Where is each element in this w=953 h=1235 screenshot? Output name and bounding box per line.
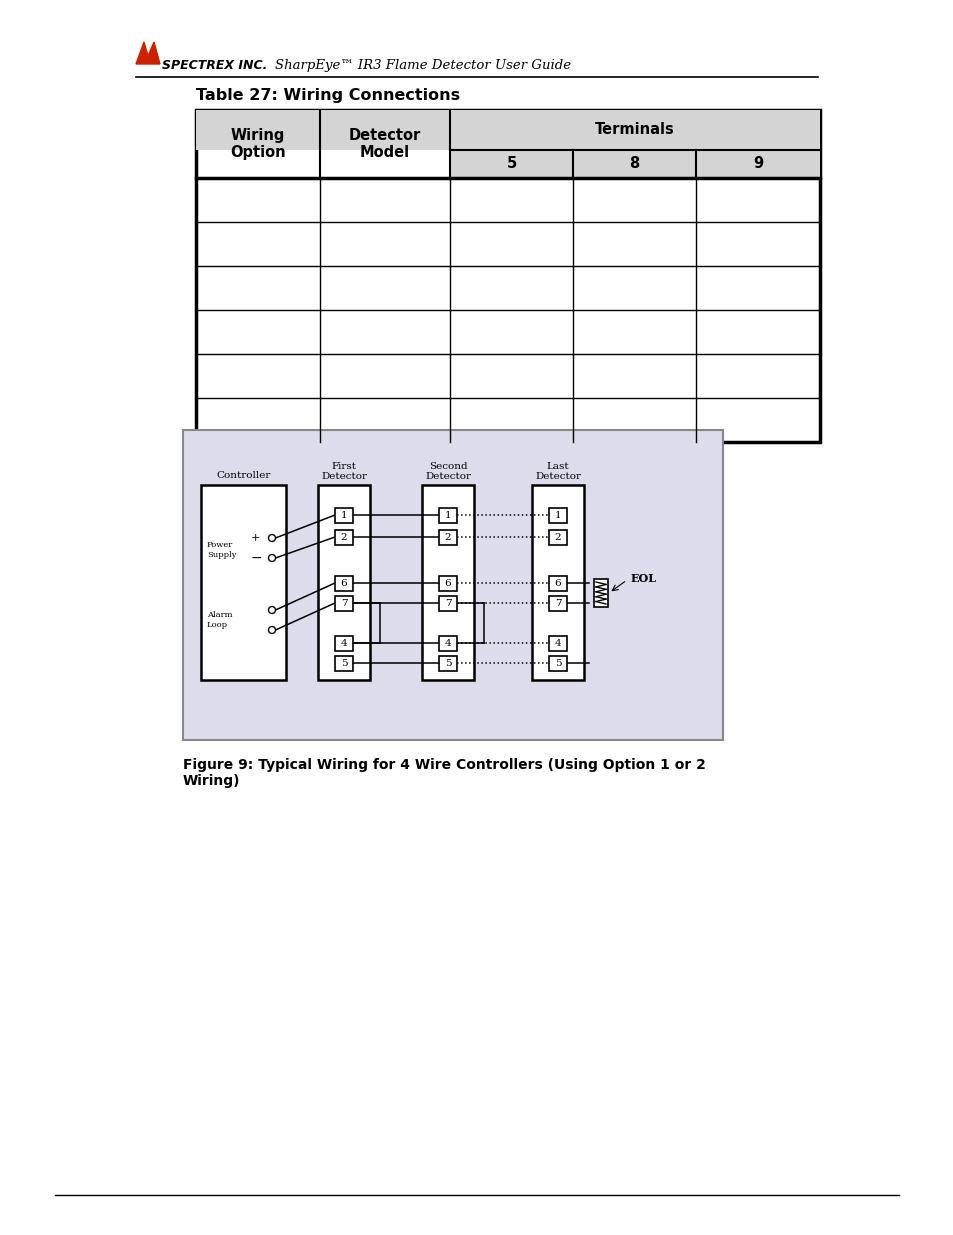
- Bar: [335, 576, 353, 590]
- Text: 7: 7: [444, 599, 451, 608]
- Bar: [438, 636, 456, 651]
- Bar: [335, 656, 353, 671]
- Text: 9: 9: [752, 157, 762, 172]
- Text: 2: 2: [444, 532, 451, 541]
- Bar: [335, 508, 353, 522]
- Text: 6: 6: [554, 578, 560, 588]
- Text: SharpEye™ IR3 Flame Detector User Guide: SharpEye™ IR3 Flame Detector User Guide: [274, 59, 571, 72]
- Text: First: First: [331, 462, 356, 471]
- Bar: [201, 485, 286, 680]
- Text: 5: 5: [554, 658, 560, 667]
- Bar: [317, 485, 370, 680]
- Text: 5: 5: [506, 157, 517, 172]
- Text: Detector: Detector: [320, 472, 367, 480]
- Bar: [548, 530, 566, 545]
- Bar: [548, 656, 566, 671]
- Polygon shape: [136, 42, 160, 64]
- Text: Terminals: Terminals: [595, 122, 674, 137]
- Text: 7: 7: [554, 599, 560, 608]
- Bar: [335, 530, 353, 545]
- Bar: [548, 508, 566, 522]
- Text: Figure 9: Typical Wiring for 4 Wire Controllers (Using Option 1 or 2
Wiring): Figure 9: Typical Wiring for 4 Wire Cont…: [183, 758, 705, 788]
- Bar: [548, 595, 566, 610]
- Text: Controller: Controller: [216, 471, 271, 480]
- Bar: [548, 636, 566, 651]
- Bar: [195, 110, 820, 149]
- Circle shape: [268, 606, 275, 614]
- Bar: [438, 576, 456, 590]
- Bar: [594, 579, 607, 606]
- Text: 6: 6: [444, 578, 451, 588]
- Bar: [335, 595, 353, 610]
- Bar: [438, 530, 456, 545]
- Text: Last: Last: [546, 462, 569, 471]
- Text: 4: 4: [340, 638, 347, 647]
- Bar: [438, 595, 456, 610]
- Text: Alarm
Loop: Alarm Loop: [207, 611, 233, 629]
- Text: 2: 2: [340, 532, 347, 541]
- Text: 8: 8: [629, 157, 639, 172]
- Text: SPECTREX INC.: SPECTREX INC.: [162, 59, 267, 72]
- Text: Detector: Detector: [424, 472, 471, 480]
- Text: 1: 1: [554, 510, 560, 520]
- Bar: [532, 485, 583, 680]
- Text: 4: 4: [554, 638, 560, 647]
- Text: Detector
Model: Detector Model: [349, 127, 420, 161]
- Text: 1: 1: [444, 510, 451, 520]
- Text: Detector: Detector: [535, 472, 580, 480]
- Bar: [548, 576, 566, 590]
- Circle shape: [268, 555, 275, 562]
- Bar: [450, 149, 820, 178]
- Text: 7: 7: [340, 599, 347, 608]
- Text: 4: 4: [444, 638, 451, 647]
- Bar: [421, 485, 474, 680]
- Bar: [438, 508, 456, 522]
- Text: 5: 5: [444, 658, 451, 667]
- Bar: [183, 430, 722, 740]
- Bar: [335, 636, 353, 651]
- Text: 5: 5: [340, 658, 347, 667]
- Text: Table 27: Wiring Connections: Table 27: Wiring Connections: [195, 88, 459, 103]
- Circle shape: [268, 626, 275, 634]
- Bar: [438, 656, 456, 671]
- Text: −: −: [251, 551, 262, 564]
- Text: 1: 1: [340, 510, 347, 520]
- Bar: [195, 110, 820, 442]
- Text: Wiring
Option: Wiring Option: [230, 127, 286, 161]
- Text: Second: Second: [428, 462, 467, 471]
- Text: Power
Supply: Power Supply: [207, 541, 236, 558]
- Text: +: +: [251, 534, 260, 543]
- Text: 6: 6: [340, 578, 347, 588]
- Text: 2: 2: [554, 532, 560, 541]
- Circle shape: [268, 535, 275, 541]
- Text: EOL: EOL: [630, 573, 657, 583]
